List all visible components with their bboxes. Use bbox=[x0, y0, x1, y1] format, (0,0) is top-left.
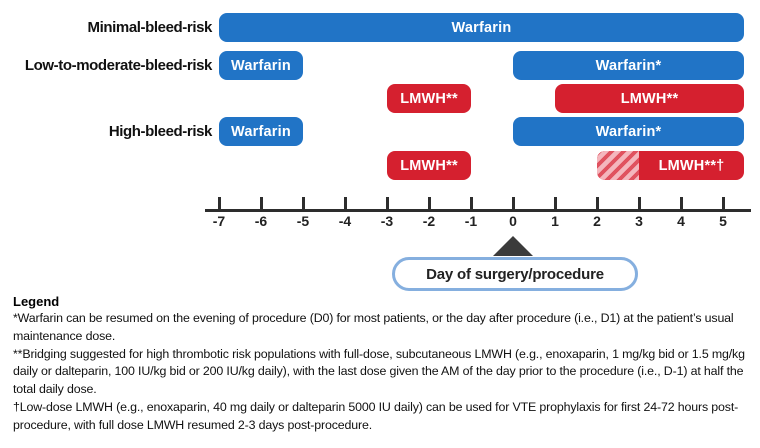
axis-tick bbox=[386, 197, 389, 210]
risk-group-label: High-bleed-risk bbox=[108, 123, 213, 140]
axis-tick-label: 3 bbox=[635, 213, 643, 229]
axis-tick-label: -2 bbox=[422, 213, 436, 229]
warfarin-bar: Warfarin bbox=[219, 117, 303, 146]
legend-footnote-bridging: **Bridging suggested for high thrombotic… bbox=[13, 346, 745, 397]
axis-tick bbox=[722, 197, 725, 210]
axis-tick bbox=[470, 197, 473, 210]
axis-tick bbox=[344, 197, 347, 210]
lmwh-bar: LMWH** bbox=[387, 151, 471, 180]
warfarin-bar: Warfarin bbox=[219, 51, 303, 80]
axis-tick bbox=[596, 197, 599, 210]
axis-tick bbox=[260, 197, 263, 210]
axis-tick-label: 1 bbox=[551, 213, 559, 229]
axis-tick bbox=[680, 197, 683, 210]
risk-group-label: Minimal-bleed-risk bbox=[87, 19, 213, 36]
axis-tick-label: 5 bbox=[719, 213, 727, 229]
bar-label: LMWH**† bbox=[658, 157, 725, 174]
axis-tick-label: -7 bbox=[212, 213, 226, 229]
axis-tick bbox=[218, 197, 221, 210]
timeline-axis-line bbox=[205, 209, 751, 212]
legend-heading: Legend bbox=[13, 294, 60, 309]
axis-tick-label: -6 bbox=[254, 213, 268, 229]
axis-tick-label: -4 bbox=[338, 213, 352, 229]
legend-footnote-low-dose-lmwh: †Low-dose LMWH (e.g., enoxaparin, 40 mg … bbox=[13, 399, 739, 432]
axis-tick bbox=[428, 197, 431, 210]
axis-tick bbox=[638, 197, 641, 210]
warfarin-bar: Warfarin bbox=[219, 13, 744, 42]
axis-tick bbox=[302, 197, 305, 210]
risk-group-label: Low-to-moderate-bleed-risk bbox=[24, 57, 213, 74]
warfarin-bar: Warfarin* bbox=[513, 51, 744, 80]
lmwh-bar: LMWH** bbox=[387, 84, 471, 113]
warfarin-bar: Warfarin* bbox=[513, 117, 744, 146]
axis-tick-label: 0 bbox=[509, 213, 517, 229]
axis-tick-label: -3 bbox=[380, 213, 394, 229]
axis-tick-label: -5 bbox=[296, 213, 310, 229]
axis-tick bbox=[554, 197, 557, 210]
axis-tick-label: -1 bbox=[464, 213, 478, 229]
surgery-day-pill: Day of surgery/procedure bbox=[392, 257, 638, 291]
legend-footnote-warfarin-resume: *Warfarin can be resumed on the evening … bbox=[13, 311, 734, 343]
lmwh-bar: LMWH**† bbox=[597, 151, 744, 180]
axis-tick bbox=[512, 197, 515, 210]
legend: Legend *Warfarin can be resumed on the e… bbox=[13, 294, 755, 435]
lmwh-bar: LMWH** bbox=[555, 84, 744, 113]
axis-tick-label: 2 bbox=[593, 213, 601, 229]
axis-tick-label: 4 bbox=[677, 213, 685, 229]
surgery-day-pill-label: Day of surgery/procedure bbox=[426, 265, 604, 283]
lmwh-low-dose-hatch bbox=[597, 151, 639, 180]
surgery-day-marker-triangle bbox=[493, 236, 533, 256]
